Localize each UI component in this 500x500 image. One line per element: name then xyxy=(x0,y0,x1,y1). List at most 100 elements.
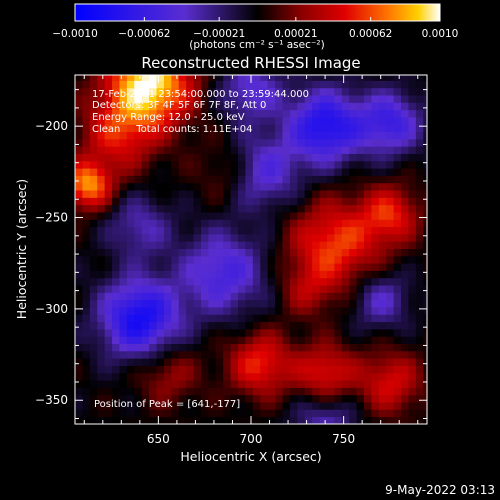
heatmap-cell xyxy=(119,350,128,359)
heatmap-cell xyxy=(364,292,372,301)
heatmap-cell xyxy=(408,299,417,308)
heatmap-cell xyxy=(252,292,261,301)
heatmap-cell xyxy=(297,292,306,301)
heatmap-cell xyxy=(349,175,357,184)
heatmap-cell xyxy=(386,226,395,235)
heatmap-cell xyxy=(326,197,335,206)
heatmap-cell xyxy=(297,117,306,125)
heatmap-cell xyxy=(304,212,313,220)
heatmap-cell xyxy=(423,248,427,257)
heatmap-cell xyxy=(200,109,209,118)
heatmap-cell xyxy=(156,285,165,293)
heatmap-cell xyxy=(104,87,113,96)
heatmap-cell xyxy=(415,409,424,418)
heatmap-cell xyxy=(208,350,217,359)
heatmap-cell xyxy=(252,75,261,81)
heatmap-cell xyxy=(423,204,427,213)
heatmap-cell xyxy=(275,131,283,140)
heatmap-cell xyxy=(223,87,232,96)
heatmap-cell xyxy=(408,409,417,418)
heatmap-cell xyxy=(297,226,306,235)
heatmap-cell xyxy=(149,263,157,271)
heatmap-cell xyxy=(178,314,187,323)
heatmap-cell xyxy=(341,350,350,359)
heatmap-cell xyxy=(215,263,224,271)
heatmap-cell xyxy=(289,168,298,176)
heatmap-cell xyxy=(223,416,232,424)
heatmap-cell xyxy=(156,328,165,337)
heatmap-cell xyxy=(349,204,357,213)
heatmap-cell xyxy=(371,299,380,308)
heatmap-cell xyxy=(200,182,209,191)
heatmap-cell xyxy=(386,75,395,81)
heatmap-cell xyxy=(289,131,298,140)
heatmap-cell xyxy=(319,409,328,418)
heatmap-cell xyxy=(134,87,143,96)
x-axis-label: Heliocentric X (arcsec) xyxy=(180,449,321,464)
heatmap-cell xyxy=(156,102,165,111)
heatmap-cell xyxy=(75,277,83,286)
heatmap-cell xyxy=(215,372,224,381)
heatmap-cell xyxy=(297,102,306,111)
heatmap-cell xyxy=(238,263,246,271)
heatmap-cell xyxy=(378,190,387,198)
heatmap-cell xyxy=(393,95,402,103)
heatmap-cell xyxy=(186,124,194,133)
heatmap-cell xyxy=(275,409,283,418)
heatmap-cell xyxy=(304,153,313,162)
heatmap-cell xyxy=(208,387,217,396)
heatmap-cell xyxy=(178,168,187,176)
heatmap-cell xyxy=(230,131,239,140)
heatmap-cell xyxy=(282,336,291,344)
heatmap-cell xyxy=(364,307,372,315)
heatmap-cell xyxy=(178,153,187,162)
heatmap-cell xyxy=(238,160,246,169)
heatmap-cell xyxy=(312,146,320,154)
heatmap-cell xyxy=(156,292,165,301)
heatmap-cell xyxy=(163,109,172,118)
heatmap-cell xyxy=(89,299,98,308)
heatmap-cell xyxy=(334,197,343,206)
heatmap-cell xyxy=(112,124,120,133)
heatmap-cell xyxy=(423,365,427,374)
heatmap-cell xyxy=(186,80,194,89)
heatmap-cell xyxy=(75,138,83,147)
heatmap-cell xyxy=(75,248,83,257)
heatmap-cell xyxy=(126,380,135,388)
heatmap-cell xyxy=(245,204,254,213)
heatmap-cell xyxy=(326,321,335,330)
heatmap-cell xyxy=(193,255,202,264)
heatmap-cell xyxy=(163,160,172,169)
heatmap-cell xyxy=(289,219,298,228)
heatmap-cell xyxy=(126,387,135,396)
heatmap-cell xyxy=(415,241,424,249)
heatmap-cell xyxy=(408,124,417,133)
heatmap-cell xyxy=(126,409,135,418)
heatmap-cell xyxy=(193,292,202,301)
heatmap-cell xyxy=(334,277,343,286)
heatmap-cell xyxy=(156,95,165,103)
heatmap-cell xyxy=(378,102,387,111)
heatmap-cell xyxy=(304,226,313,235)
heatmap-cell xyxy=(126,197,135,206)
heatmap-cell xyxy=(178,409,187,418)
heatmap-cell xyxy=(245,328,254,337)
heatmap-cell xyxy=(297,336,306,344)
heatmap-cell xyxy=(364,190,372,198)
heatmap-cell xyxy=(208,175,217,184)
heatmap-cell xyxy=(289,138,298,147)
colorbar-tick-label: 0.00021 xyxy=(274,28,317,40)
heatmap-cell xyxy=(415,146,424,154)
heatmap-cell xyxy=(215,380,224,388)
heatmap-cell xyxy=(267,153,276,162)
heatmap-cell xyxy=(82,292,91,301)
heatmap-cell xyxy=(260,321,269,330)
heatmap-cell xyxy=(260,328,269,337)
heatmap-cell xyxy=(245,285,254,293)
heatmap-cell xyxy=(364,146,372,154)
heatmap-cell xyxy=(89,263,98,271)
heatmap-cell xyxy=(349,387,357,396)
heatmap-cell xyxy=(267,146,276,154)
heatmap-cell xyxy=(386,328,395,337)
heatmap-cell xyxy=(156,226,165,235)
